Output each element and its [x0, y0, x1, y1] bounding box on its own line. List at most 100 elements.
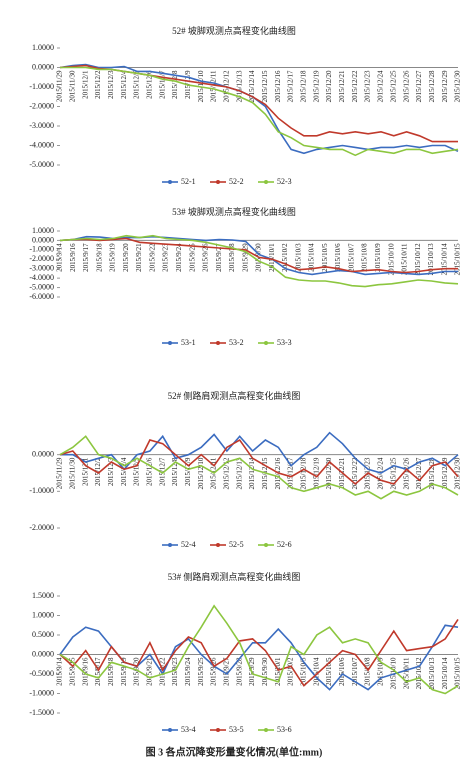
y-tick-label: 0.0000 — [32, 235, 54, 244]
x-tick-label: 2015/12/13 — [235, 457, 243, 489]
chart-title: 53# 侧路肩观测点高程变化曲线图 — [168, 571, 301, 582]
series-line — [60, 431, 459, 474]
x-tick-label: 2015/10/4 — [308, 243, 316, 272]
legend-label: 53-4 — [181, 725, 196, 734]
x-tick-label: 2015/10/7 — [347, 243, 355, 272]
series-line — [59, 604, 459, 695]
series-line — [59, 438, 459, 486]
x-tick-label: 2015/9/14 — [56, 243, 64, 272]
y-tick-label: -4.0000 — [29, 140, 54, 149]
x-tick-label: 2015/12/10 — [197, 457, 205, 489]
x-tick-label: 2015/9/27 — [223, 657, 231, 686]
x-tick-label: 2015/12/25 — [389, 70, 397, 102]
x-tick-label: 2015/12/5 — [133, 70, 141, 99]
y-tick-label: -1.0000 — [29, 688, 54, 697]
y-tick-label: 1.5000 — [32, 591, 54, 600]
y-tick-label: -5.0000 — [29, 282, 54, 291]
x-tick-label: 2015/10/6 — [338, 657, 346, 686]
x-tick-label: 2015/12/19 — [312, 70, 320, 102]
x-tick-label: 2015/10/8 — [364, 657, 372, 686]
x-tick-label: 2015/9/24 — [175, 243, 183, 272]
series-line — [59, 63, 459, 155]
x-tick-label: 2015/9/16 — [69, 243, 77, 272]
y-tick-label: -0.5000 — [29, 669, 54, 678]
x-tick-label: 2015/9/19 — [120, 657, 128, 686]
x-tick-label: 2015/10/9 — [377, 657, 385, 686]
series-line — [59, 234, 459, 288]
y-tick-label: -4.0000 — [29, 273, 54, 282]
x-tick-label: 2015/12/12 — [223, 457, 231, 489]
x-tick-label: 2015/9/25 — [197, 657, 205, 686]
x-tick-label: 2015/12/24 — [377, 70, 385, 102]
x-tick-label: 2015/9/22 — [148, 243, 156, 272]
x-tick-label: 2015/9/26 — [210, 657, 218, 686]
y-tick-label: -6.0000 — [29, 292, 54, 301]
x-tick-label: 2015/12/15 — [261, 70, 269, 102]
x-tick-label: 2015/9/30 — [261, 657, 269, 686]
chart-title: 53# 坡脚观测点高程变化曲线图 — [172, 206, 296, 217]
x-tick-label: 2015/10/2 — [287, 657, 295, 686]
x-tick-label: 2015/12/18 — [300, 70, 308, 102]
y-tick-label: 0.0000 — [32, 62, 54, 71]
series-line — [59, 235, 458, 276]
y-tick-label: -1.0000 — [29, 82, 54, 91]
x-tick-label: 2015/12/28 — [428, 457, 436, 489]
x-tick-label: 2015/12/26 — [402, 70, 410, 102]
legend-label: 53-5 — [229, 725, 244, 734]
x-tick-label: 2015/12/22 — [351, 70, 359, 102]
x-tick-label: 2015/12/28 — [428, 70, 436, 102]
x-tick-label: 2015/10/13 — [427, 243, 435, 275]
y-tick-label: 0.0000 — [32, 649, 54, 658]
legend-marker — [264, 543, 268, 547]
x-tick-label: 2015/12/7 — [158, 70, 166, 99]
x-tick-label: 2015/9/29 — [241, 243, 249, 272]
x-tick-label: 2015/9/18 — [107, 657, 115, 686]
x-tick-label: 2015/9/28 — [235, 657, 243, 686]
y-tick-label: -3.0000 — [29, 264, 54, 273]
y-tick-label: 1.0000 — [32, 610, 54, 619]
x-tick-label: 2015/9/26 — [202, 243, 210, 272]
x-tick-label: 2015/10/12 — [414, 243, 422, 275]
x-tick-label: 2015/10/1 — [274, 657, 282, 686]
legend-label: 53-1 — [181, 338, 196, 347]
x-tick-label: 2015/10/5 — [321, 243, 329, 272]
x-tick-label: 2015/12/6 — [145, 457, 153, 486]
x-tick-label: 2015/9/17 — [94, 657, 102, 686]
legend-marker — [168, 341, 172, 345]
legend-marker — [168, 543, 172, 547]
x-tick-label: 2015/12/26 — [402, 457, 410, 489]
x-tick-label: 2015/12/14 — [248, 70, 256, 102]
x-tick-label: 2015/12/4 — [120, 70, 128, 99]
x-tick-label: 2015/9/15 — [68, 657, 76, 686]
x-tick-label: 2015/10/15 — [454, 243, 462, 275]
y-tick-label: -2.0000 — [29, 254, 54, 263]
y-tick-label: -3.0000 — [29, 121, 54, 130]
x-tick-label: 2015/10/2 — [281, 243, 289, 272]
x-tick-label: 2015/10/15 — [454, 657, 462, 689]
x-tick-label: 2015/10/7 — [351, 657, 359, 686]
x-tick-label: 2015/10/4 — [312, 657, 320, 686]
x-tick-label: 2015/11/30 — [68, 457, 76, 489]
x-tick-label: 2015/9/23 — [162, 243, 170, 272]
x-tick-label: 2015/12/7 — [158, 457, 166, 486]
x-tick-label: 2015/9/18 — [95, 243, 103, 272]
y-tick-label: 0.0000 — [32, 449, 54, 458]
x-tick-label: 2015/12/16 — [274, 70, 282, 102]
y-tick-label: -2.0000 — [29, 101, 54, 110]
x-tick-label: 2015/10/6 — [334, 243, 342, 272]
x-tick-label: 2015/9/27 — [215, 243, 223, 272]
x-tick-label: 2015/9/20 — [133, 657, 141, 686]
y-tick-label: -1.5000 — [29, 708, 54, 717]
x-tick-label: 2015/12/17 — [287, 457, 295, 489]
legend-marker — [216, 728, 220, 732]
x-tick-label: 2015/12/18 — [300, 457, 308, 489]
x-tick-label: 2015/9/24 — [184, 657, 192, 686]
x-tick-label: 2015/12/1 — [81, 457, 89, 486]
x-tick-label: 2015/12/14 — [248, 457, 256, 489]
x-tick-label: 2015/9/25 — [188, 243, 196, 272]
legend-label: 53-2 — [229, 338, 244, 347]
legend-label: 52-2 — [229, 177, 244, 186]
x-tick-label: 2015/12/9 — [184, 457, 192, 486]
legend-marker — [264, 341, 268, 345]
x-tick-label: 2015/12/23 — [364, 70, 372, 102]
